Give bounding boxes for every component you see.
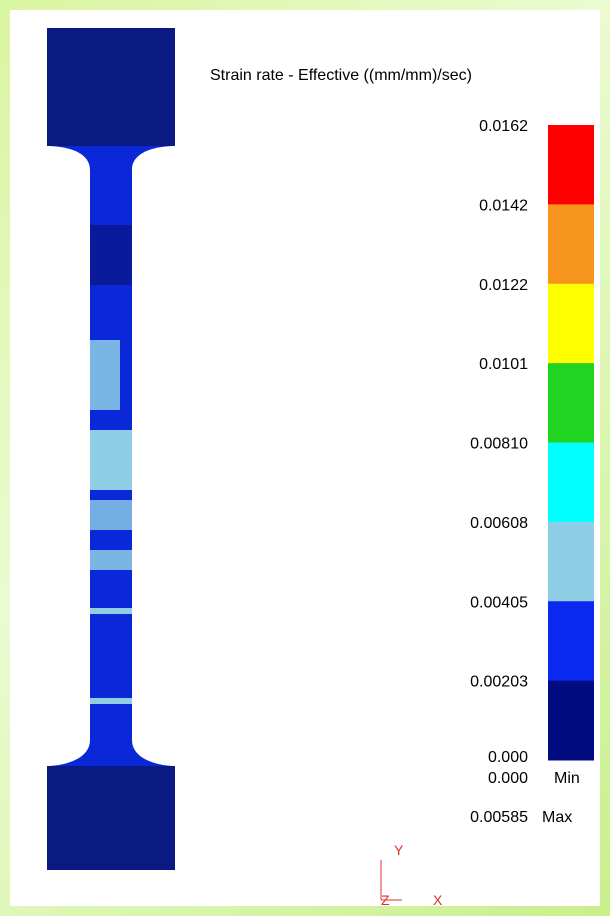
min-value: 0.000 xyxy=(488,770,528,787)
triad-y: Y xyxy=(394,842,404,858)
viewport: Strain rate - Effective ((mm/mm)/sec) 0.… xyxy=(10,10,600,906)
colorbar-label: 0.000 xyxy=(488,749,528,766)
legend-title: Strain rate - Effective ((mm/mm)/sec) xyxy=(210,67,472,84)
max-value: 0.00585 xyxy=(470,809,528,826)
band-light xyxy=(90,340,120,410)
top-grip xyxy=(47,28,175,146)
max-label: Max xyxy=(542,809,572,826)
colorbar-label: 0.00608 xyxy=(470,515,528,532)
colorbar-segment xyxy=(548,443,594,523)
colorbar-segment xyxy=(548,284,594,364)
band-dark xyxy=(90,225,132,285)
colorbar-label: 0.00810 xyxy=(470,436,528,453)
specimen xyxy=(47,28,175,870)
colorbar-label: 0.0101 xyxy=(479,356,528,373)
triad-x: X xyxy=(433,892,443,906)
colorbar-label: 0.00405 xyxy=(470,594,528,611)
band-light xyxy=(90,698,132,704)
bottom-grip xyxy=(47,766,175,870)
colorbar-label: 0.00203 xyxy=(470,674,528,691)
colorbar-segment xyxy=(548,204,594,284)
colorbar: 0.0162 0.0142 0.0122 0.0101 0.00810 0.00608 0.… xyxy=(470,118,594,766)
colorbar-label: 0.0142 xyxy=(479,197,528,214)
band-light xyxy=(90,500,132,530)
colorbar-segment xyxy=(548,601,594,681)
colorbar-label: 0.0162 xyxy=(479,118,528,135)
axis-triad: Y Z X xyxy=(381,842,443,906)
colorbar-segment xyxy=(548,681,594,761)
colorbar-label: 0.0122 xyxy=(479,277,528,294)
colorbar-segment xyxy=(548,125,594,205)
triad-z: Z xyxy=(381,892,390,906)
min-label: Min xyxy=(554,770,580,787)
frame: Strain rate - Effective ((mm/mm)/sec) 0.… xyxy=(0,0,610,916)
band-light xyxy=(90,608,132,614)
colorbar-segment xyxy=(548,363,594,443)
band-light xyxy=(90,430,132,490)
band-light xyxy=(90,550,132,570)
colorbar-segment xyxy=(548,522,594,602)
